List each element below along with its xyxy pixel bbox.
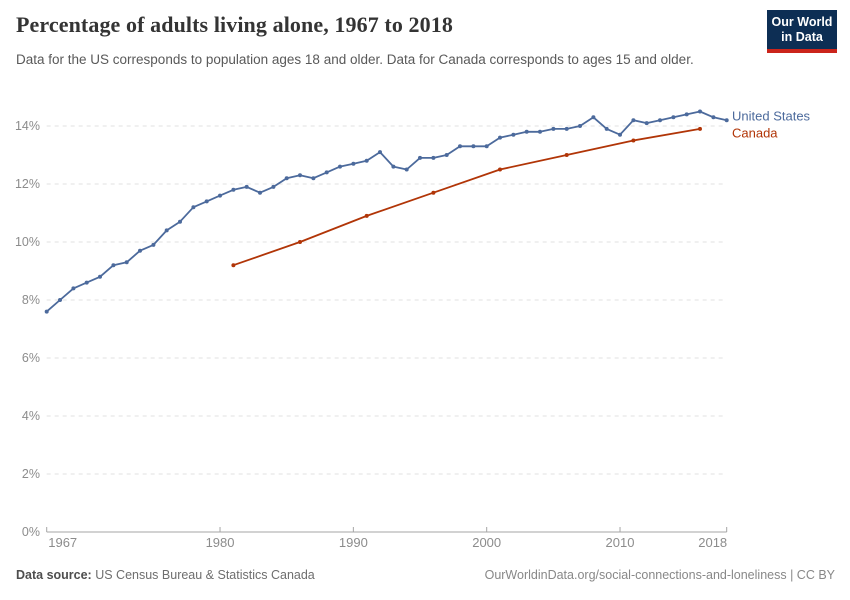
- data-point-united-states[interactable]: [44, 309, 49, 314]
- gridlines: [46, 125, 727, 475]
- data-point-united-states[interactable]: [338, 164, 342, 169]
- chart-footer: Data source: US Census Bureau & Statisti…: [16, 568, 835, 582]
- data-point-united-states[interactable]: [151, 242, 156, 247]
- data-point-canada[interactable]: [698, 126, 702, 131]
- series-canada: [231, 126, 702, 268]
- x-tick-label: 1967: [48, 535, 77, 550]
- data-source-text: US Census Bureau & Statistics Canada: [91, 568, 315, 582]
- data-point-united-states[interactable]: [391, 164, 396, 169]
- y-tick-label: 10%: [15, 235, 40, 249]
- data-point-canada[interactable]: [231, 263, 236, 268]
- data-point-united-states[interactable]: [244, 184, 249, 189]
- data-point-united-states[interactable]: [231, 187, 236, 192]
- data-point-united-states[interactable]: [724, 118, 729, 123]
- legend-label-united-states[interactable]: United States: [732, 109, 811, 124]
- data-point-united-states[interactable]: [524, 129, 529, 134]
- chart-subtitle: Data for the US corresponds to populatio…: [16, 52, 694, 67]
- y-tick-label: 4%: [22, 409, 40, 423]
- data-point-united-states[interactable]: [591, 115, 596, 120]
- data-point-united-states[interactable]: [258, 190, 262, 195]
- data-point-united-states[interactable]: [564, 126, 569, 131]
- data-point-canada[interactable]: [364, 213, 369, 218]
- data-point-united-states[interactable]: [124, 260, 129, 265]
- chart-title: Percentage of adults living alone, 1967 …: [16, 12, 453, 37]
- data-point-canada[interactable]: [631, 138, 636, 143]
- data-point-united-states[interactable]: [204, 199, 209, 204]
- x-tick-label: 2018: [698, 535, 727, 550]
- data-point-united-states[interactable]: [284, 176, 289, 181]
- data-point-united-states[interactable]: [311, 176, 316, 181]
- data-point-united-states[interactable]: [671, 115, 676, 120]
- data-point-united-states[interactable]: [711, 115, 716, 120]
- data-point-canada[interactable]: [431, 190, 436, 195]
- data-point-united-states[interactable]: [618, 132, 622, 137]
- y-axis-labels: 0% 2% 4% 6% 8% 10% 12% 14%: [15, 119, 40, 539]
- data-point-united-states[interactable]: [324, 170, 329, 175]
- data-point-united-states[interactable]: [684, 112, 689, 117]
- data-point-united-states[interactable]: [271, 184, 276, 189]
- data-point-united-states[interactable]: [298, 173, 302, 178]
- x-tick-label: 2010: [606, 535, 635, 550]
- x-tick-label: 1980: [206, 535, 235, 550]
- data-point-united-states[interactable]: [538, 129, 542, 134]
- y-tick-label: 8%: [22, 293, 40, 307]
- data-point-united-states[interactable]: [498, 135, 502, 140]
- y-tick-label: 2%: [22, 467, 40, 481]
- data-point-united-states[interactable]: [644, 121, 649, 126]
- data-point-united-states[interactable]: [631, 118, 636, 123]
- owid-logo-line2: in Data: [781, 30, 823, 44]
- data-point-united-states[interactable]: [351, 161, 356, 166]
- data-point-united-states[interactable]: [471, 144, 476, 149]
- x-tick-label: 1990: [339, 535, 368, 550]
- data-point-united-states[interactable]: [178, 219, 182, 224]
- owid-logo-line1: Our World: [771, 15, 833, 29]
- data-point-canada[interactable]: [298, 240, 302, 244]
- data-point-united-states[interactable]: [191, 205, 196, 210]
- data-point-united-states[interactable]: [578, 124, 582, 128]
- y-tick-label: 12%: [15, 177, 40, 191]
- y-tick-label: 0%: [22, 525, 40, 539]
- data-point-united-states[interactable]: [404, 167, 409, 172]
- data-point-united-states[interactable]: [364, 158, 369, 163]
- data-point-united-states[interactable]: [138, 248, 142, 253]
- data-point-united-states[interactable]: [98, 274, 102, 279]
- data-point-united-states[interactable]: [111, 263, 116, 268]
- data-source-label: Data source:: [16, 568, 92, 582]
- data-point-united-states[interactable]: [71, 286, 76, 291]
- data-point-united-states[interactable]: [604, 126, 609, 131]
- x-tick-label: 2000: [472, 535, 501, 550]
- series-united-states: [44, 109, 729, 314]
- data-point-united-states[interactable]: [378, 150, 382, 155]
- data-point-united-states[interactable]: [58, 298, 62, 302]
- data-source: Data source: US Census Bureau & Statisti…: [16, 568, 315, 582]
- x-axis: 1967 1980 1990 2000 2010 2018: [46, 527, 728, 550]
- data-point-united-states[interactable]: [484, 144, 489, 149]
- legend-label-canada[interactable]: Canada: [732, 126, 778, 141]
- data-point-united-states[interactable]: [511, 132, 516, 137]
- credit-link[interactable]: OurWorldinData.org/social-connections-an…: [484, 568, 835, 582]
- y-tick-label: 14%: [15, 119, 40, 133]
- data-point-united-states[interactable]: [458, 144, 462, 149]
- data-point-united-states[interactable]: [658, 118, 662, 123]
- data-point-canada[interactable]: [498, 167, 502, 172]
- data-point-united-states[interactable]: [218, 193, 222, 198]
- data-point-united-states[interactable]: [164, 228, 169, 233]
- data-point-united-states[interactable]: [431, 155, 436, 160]
- data-point-united-states[interactable]: [84, 280, 89, 285]
- owid-logo[interactable]: Our World in Data: [767, 10, 837, 53]
- line-united-states[interactable]: [45, 110, 728, 313]
- data-point-united-states[interactable]: [444, 153, 449, 157]
- data-point-canada[interactable]: [564, 153, 569, 157]
- data-point-united-states[interactable]: [418, 155, 422, 160]
- y-tick-label: 6%: [22, 351, 40, 365]
- data-point-united-states[interactable]: [551, 126, 556, 131]
- line-canada[interactable]: [232, 127, 701, 267]
- data-point-united-states[interactable]: [698, 109, 702, 114]
